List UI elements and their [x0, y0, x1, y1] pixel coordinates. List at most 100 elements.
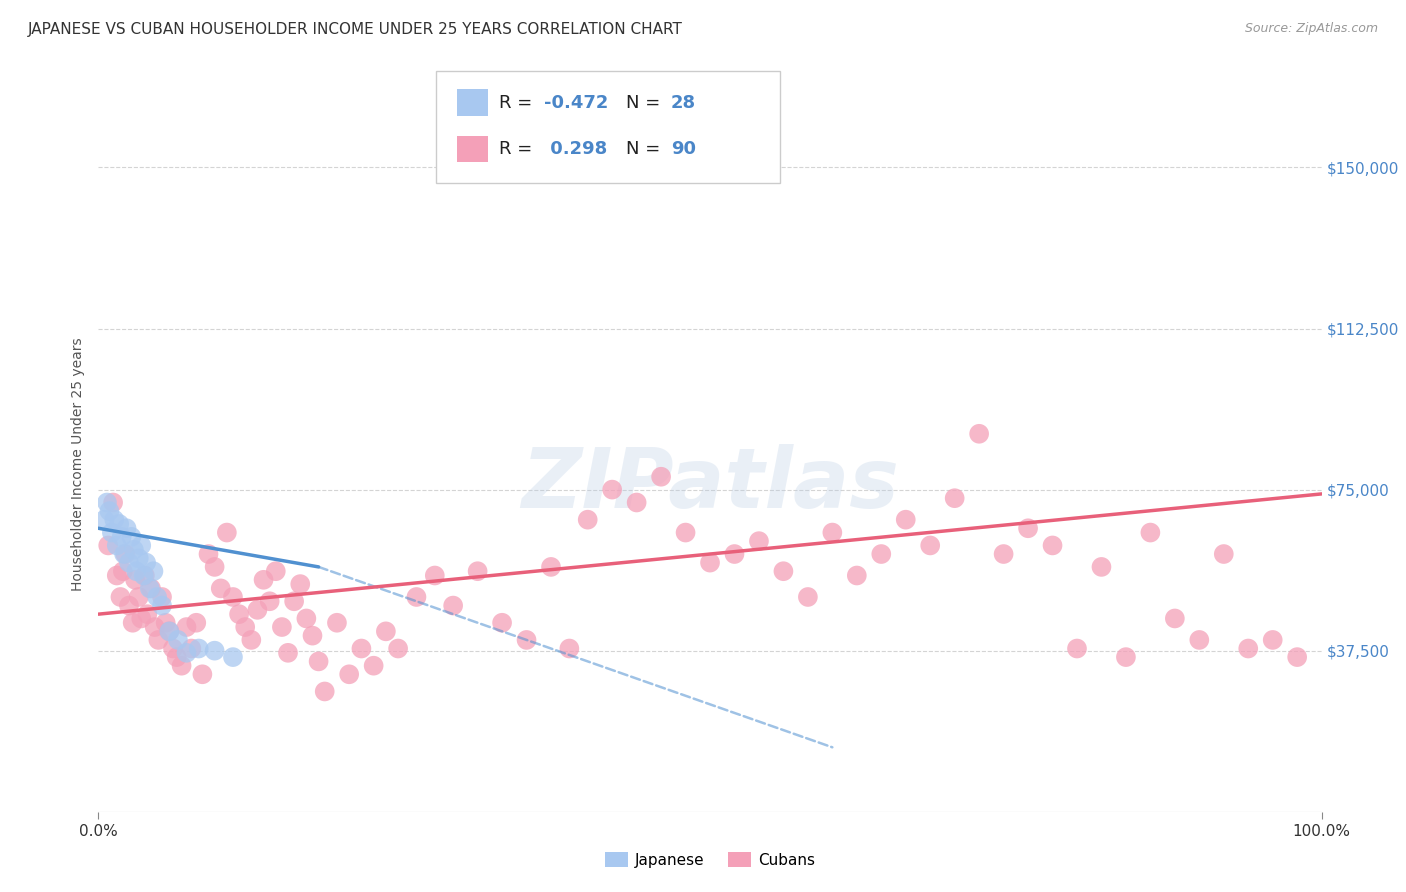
Point — [748, 534, 770, 549]
Point — [1261, 632, 1284, 647]
Point — [197, 547, 219, 561]
Point — [675, 525, 697, 540]
Point — [943, 491, 966, 506]
Point — [491, 615, 513, 630]
Point — [162, 641, 184, 656]
Point — [967, 426, 990, 441]
Point — [228, 607, 250, 622]
Point — [1017, 521, 1039, 535]
Point — [209, 582, 232, 596]
Point — [1115, 650, 1137, 665]
Point — [204, 643, 226, 657]
Point — [259, 594, 281, 608]
Point — [135, 556, 157, 570]
Point — [308, 654, 330, 668]
Point — [337, 667, 360, 681]
Text: Source: ZipAtlas.com: Source: ZipAtlas.com — [1244, 22, 1378, 36]
Point — [142, 564, 165, 578]
Point — [180, 641, 202, 656]
Text: R =: R = — [499, 94, 538, 112]
Point — [441, 599, 464, 613]
Point — [650, 469, 672, 483]
Point — [167, 632, 190, 647]
Point — [139, 582, 162, 596]
Point — [301, 629, 323, 643]
Point — [374, 624, 396, 639]
Point — [150, 590, 173, 604]
Point — [105, 568, 128, 582]
Point — [222, 650, 245, 665]
Point — [143, 620, 166, 634]
Point — [1286, 650, 1309, 665]
Point — [576, 513, 599, 527]
Point — [1188, 632, 1211, 647]
Point — [128, 590, 150, 604]
Point — [558, 641, 581, 656]
Point — [146, 590, 169, 604]
Point — [920, 538, 942, 552]
Point — [187, 641, 209, 656]
Point — [120, 530, 142, 544]
Point — [1164, 611, 1187, 625]
Point — [252, 573, 274, 587]
Point — [626, 495, 648, 509]
Point — [105, 538, 128, 552]
Point — [222, 590, 245, 604]
Point — [150, 599, 173, 613]
Point — [1237, 641, 1260, 656]
Point — [136, 607, 159, 622]
Point — [166, 650, 188, 665]
Point — [1212, 547, 1234, 561]
Point — [246, 603, 269, 617]
Point — [1066, 641, 1088, 656]
Point — [264, 564, 287, 578]
Point — [870, 547, 893, 561]
Point — [112, 547, 135, 561]
Point — [290, 577, 312, 591]
Point — [103, 513, 125, 527]
Point — [98, 504, 121, 518]
Point — [467, 564, 489, 578]
Point — [993, 547, 1015, 561]
Point — [797, 590, 820, 604]
Point — [157, 624, 180, 639]
Point — [821, 525, 844, 540]
Point — [97, 538, 120, 552]
Point — [186, 615, 208, 630]
Point — [134, 568, 156, 582]
Point — [115, 521, 138, 535]
Point — [350, 641, 373, 656]
Point — [101, 495, 124, 509]
Point — [108, 516, 131, 531]
Point — [314, 684, 336, 698]
Point — [295, 611, 318, 625]
Point — [894, 513, 917, 527]
Point — [176, 620, 198, 634]
Point — [139, 582, 162, 596]
Point — [845, 568, 868, 582]
Point — [148, 632, 170, 647]
Point — [176, 646, 198, 660]
Point — [110, 590, 132, 604]
Point — [277, 646, 299, 660]
Point — [387, 641, 409, 656]
Point — [191, 667, 214, 681]
Y-axis label: Householder Income Under 25 years: Householder Income Under 25 years — [70, 337, 84, 591]
Point — [1042, 538, 1064, 552]
Text: N =: N = — [626, 140, 665, 158]
Legend: Japanese, Cubans: Japanese, Cubans — [599, 846, 821, 873]
Text: 90: 90 — [671, 140, 696, 158]
Point — [240, 632, 263, 647]
Point — [118, 599, 141, 613]
Point — [540, 560, 562, 574]
Point — [699, 556, 721, 570]
Text: R =: R = — [499, 140, 538, 158]
Point — [1139, 525, 1161, 540]
Point — [233, 620, 256, 634]
Text: 28: 28 — [671, 94, 696, 112]
Point — [204, 560, 226, 574]
Text: ZIPatlas: ZIPatlas — [522, 444, 898, 525]
Text: -0.472: -0.472 — [544, 94, 609, 112]
Point — [128, 551, 150, 566]
Point — [124, 573, 146, 587]
